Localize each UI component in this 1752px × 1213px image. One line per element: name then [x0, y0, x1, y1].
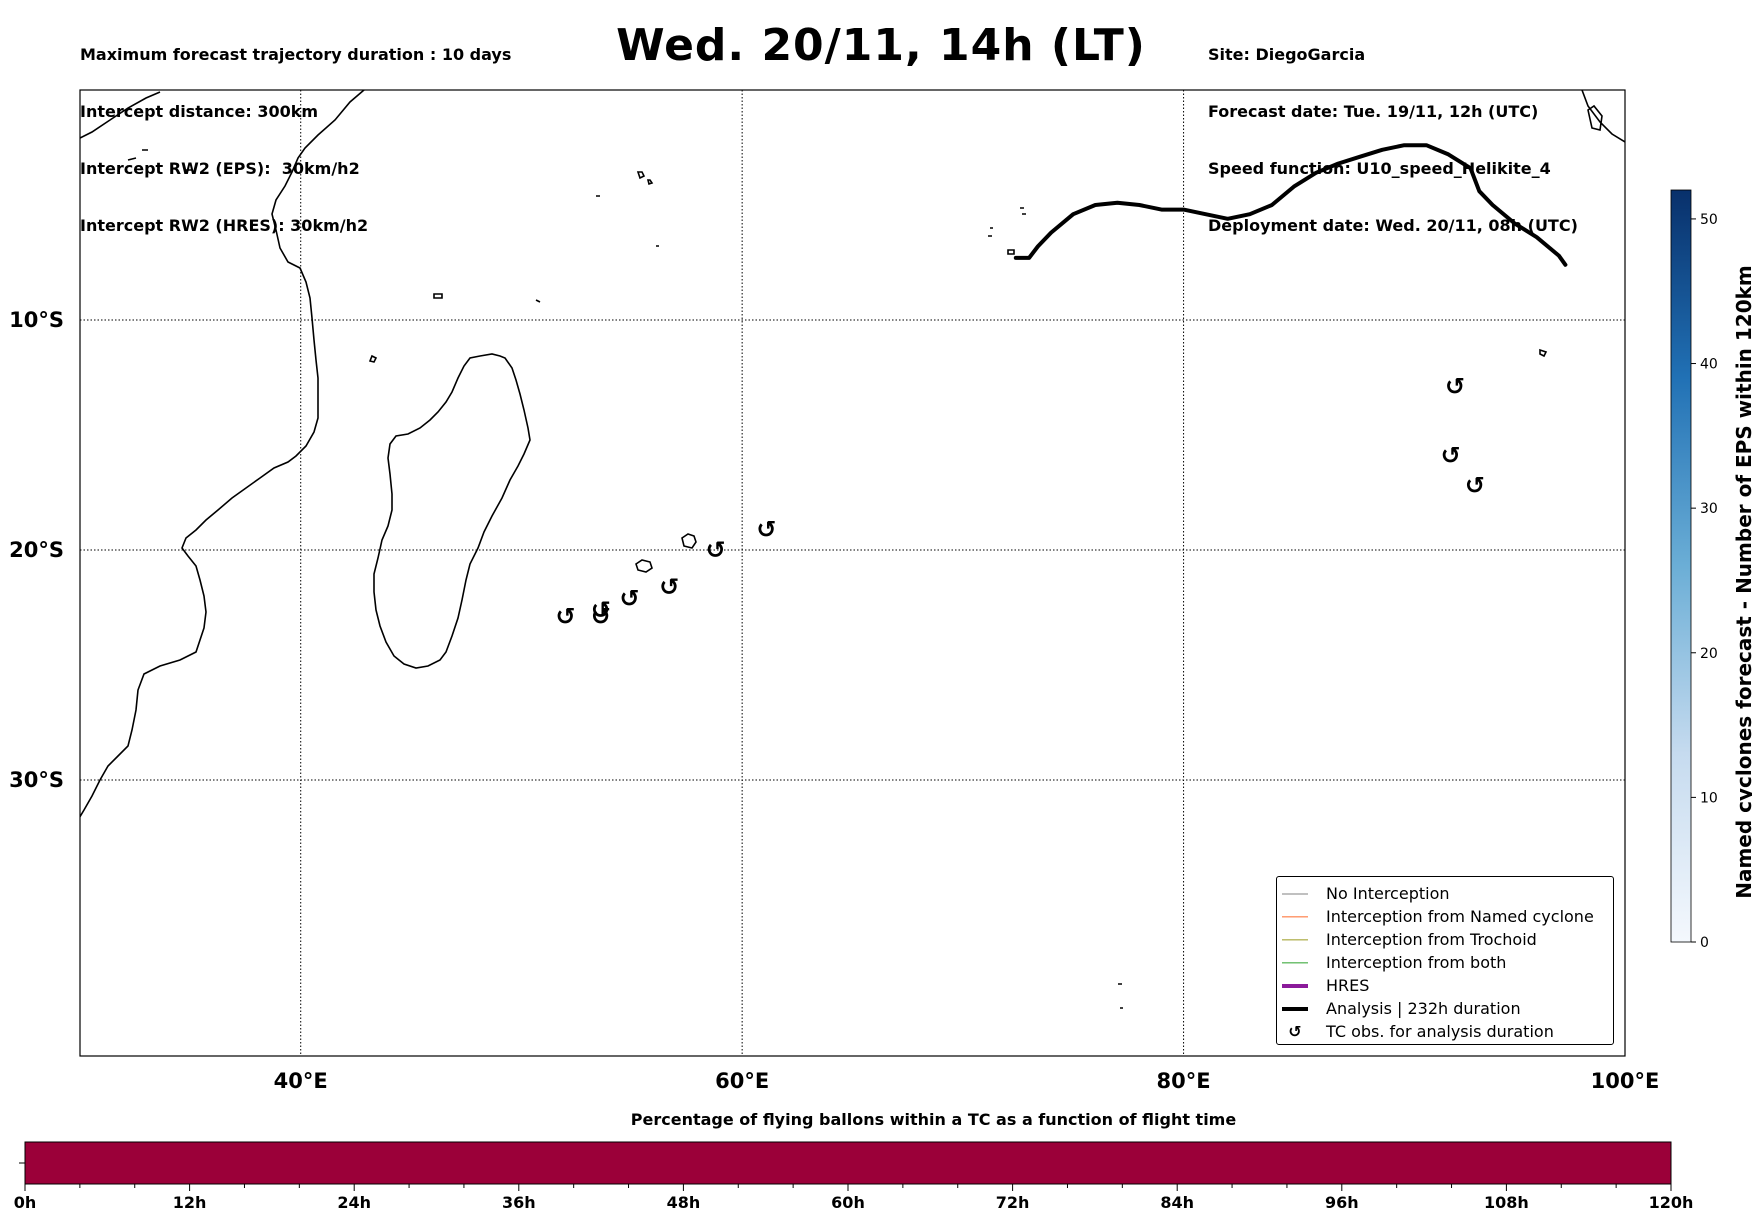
legend-label-analysis: Analysis | 232h duration [1326, 999, 1521, 1018]
cyclone-marker-icon: ↺ [556, 603, 576, 631]
cyclone-marker-icon: ↺ [620, 584, 640, 612]
legend-item-both: Interception from both [1277, 951, 1506, 974]
flight-bar-tick-label: 96h [1325, 1193, 1359, 1212]
arabia-coast [80, 91, 161, 139]
cyclone-marker-icon: ↺ [659, 573, 679, 601]
cyclone-marker-icon: ↺ [591, 596, 611, 624]
flight-bar-tick-label: 60h [831, 1193, 865, 1212]
cyclone-marker-icon: ↺ [1465, 472, 1485, 500]
colorbar-tick-label: 40 [1700, 357, 1718, 373]
legend-item-named-cyclone: Interception from Named cyclone [1277, 905, 1594, 928]
cyclone-marker-icon: ↺ [706, 536, 726, 564]
africa-coastline [80, 90, 365, 819]
lon-tick-label: 100°E [1591, 1069, 1660, 1093]
flight-bar-tick-label: 48h [667, 1193, 701, 1212]
flight-bar-tick-label: 0h [14, 1193, 37, 1212]
lat-tick-label: 10°S [9, 308, 64, 332]
legend-label-both: Interception from both [1326, 953, 1507, 972]
colorbar-tick-label: 30 [1700, 501, 1718, 517]
cocos-islands [1539, 348, 1548, 358]
madagascar-coastline [373, 353, 531, 669]
legend-swatch-both [1282, 961, 1308, 964]
flight-bar-tick-label: 36h [502, 1193, 536, 1212]
flight-bar-tick-label: 84h [1160, 1193, 1194, 1212]
info-speed-function: Speed function: U10_speed_Helikite_4 [1208, 159, 1551, 178]
red-sea-islands [127, 149, 192, 171]
cyclone-marker-icon: ↺ [756, 515, 776, 543]
map-legend: No Interception Interception from Named … [1276, 876, 1614, 1045]
colorbar-tick-label: 10 [1700, 790, 1718, 806]
map-frame [79, 89, 1626, 1057]
info-max-duration: Maximum forecast trajectory duration : 1… [80, 45, 512, 64]
gridlines [80, 90, 1625, 1056]
legend-swatch-no-interception [1282, 893, 1308, 894]
india-tip [1581, 90, 1625, 143]
legend-swatch-named-cyclone [1282, 915, 1308, 918]
tc-observations: ↺ ↺↺↺ ↺↺↺↺↺↺ [556, 373, 1485, 631]
flight-bar-title: Percentage of flying ballons within a TC… [630, 1110, 1237, 1129]
info-forecast-date: Forecast date: Tue. 19/11, 12h (UTC) [1208, 102, 1539, 121]
cyclone-marker-icon: ↺ [1288, 1021, 1302, 1041]
info-deployment-date: Deployment date: Wed. 20/11, 08h (UTC) [1208, 216, 1578, 235]
lon-tick-label: 60°E [715, 1069, 769, 1093]
sri-lanka [1587, 104, 1603, 131]
legend-label-named-cyclone: Interception from Named cyclone [1326, 907, 1594, 926]
latitude-labels: 10°S 20°S 30°S [9, 308, 64, 792]
legend-label-hres: HRES [1326, 976, 1370, 995]
lat-tick-label: 30°S [9, 768, 64, 792]
coastlines [80, 90, 1625, 1009]
maldives [988, 207, 1026, 237]
longitude-labels: 40°E 60°E 80°E 100°E [274, 1069, 1660, 1093]
flight-bar-tick-label: 24h [337, 1193, 371, 1212]
colorbar-tick-label: 20 [1700, 646, 1718, 662]
legend-item-trochoid: Interception from Trochoid [1277, 928, 1537, 951]
lon-tick-label: 80°E [1157, 1069, 1211, 1093]
colorbar-tick-label: 0 [1700, 935, 1709, 951]
legend-item-analysis: Analysis | 232h duration [1277, 997, 1521, 1020]
flight-bar-ticks: 0h 12h 24h 36h 48h 60h 72h 84h 96h 108h 120h [14, 1184, 1694, 1212]
legend-item-tc-obs: ↺ TC obs. for analysis duration [1277, 1020, 1554, 1043]
mauritius-island [635, 559, 653, 573]
flight-bar-tick-label: 72h [996, 1193, 1030, 1212]
analysis-trajectory [1013, 143, 1568, 267]
lat-tick-label: 20°S [9, 538, 64, 562]
info-site: Site: DiegoGarcia [1208, 45, 1366, 64]
legend-swatch-analysis [1282, 1006, 1308, 1011]
colorbar [1670, 189, 1692, 943]
flight-bar-tick-label: 120h [1649, 1193, 1694, 1212]
legend-swatch-trochoid [1282, 938, 1308, 941]
colorbar-label: Named cyclones forecast - Number of EPS … [1732, 265, 1752, 899]
legend-label-tc-obs: TC obs. for analysis duration [1326, 1022, 1554, 1041]
legend-label-no-interception: No Interception [1326, 884, 1450, 903]
colorbar-ticks: 0 10 20 30 40 50 [1691, 212, 1718, 951]
info-intercept-eps: Intercept RW2 (EPS): 30km/h2 [80, 159, 360, 178]
legend-item-no-interception: No Interception [1277, 882, 1450, 905]
reunion-island [681, 533, 697, 549]
info-left-block: Maximum forecast trajectory duration : 1… [80, 7, 511, 254]
info-right-block: Site: DiegoGarcia Forecast date: Tue. 19… [1208, 7, 1578, 254]
legend-label-trochoid: Interception from Trochoid [1326, 930, 1537, 949]
cyclone-marker-icon: ↺ [1441, 442, 1461, 470]
flight-bar-tick-label: 108h [1484, 1193, 1529, 1212]
cyclone-marker-icon: ↺ [591, 603, 611, 631]
info-intercept-distance: Intercept distance: 300km [80, 102, 319, 121]
colorbar-tick-label: 50 [1700, 212, 1718, 228]
legend-swatch-hres [1282, 983, 1308, 988]
amsterdam-islands [1118, 983, 1123, 1009]
diego-garcia [1007, 249, 1015, 255]
seychelles-islands [636, 171, 654, 186]
lon-tick-label: 40°E [274, 1069, 328, 1093]
legend-item-hres: HRES [1277, 974, 1369, 997]
cyclone-marker-icon: ↺ [1445, 373, 1465, 401]
flight-bar-tick-label: 12h [173, 1193, 207, 1212]
comoros-island [368, 354, 378, 363]
mascarene-islets [433, 195, 659, 303]
flight-time-bar [24, 1141, 1672, 1185]
info-intercept-hres: Intercept RW2 (HRES): 30km/h2 [80, 216, 369, 235]
map-title: Wed. 20/11, 14h (LT) [616, 20, 1146, 71]
